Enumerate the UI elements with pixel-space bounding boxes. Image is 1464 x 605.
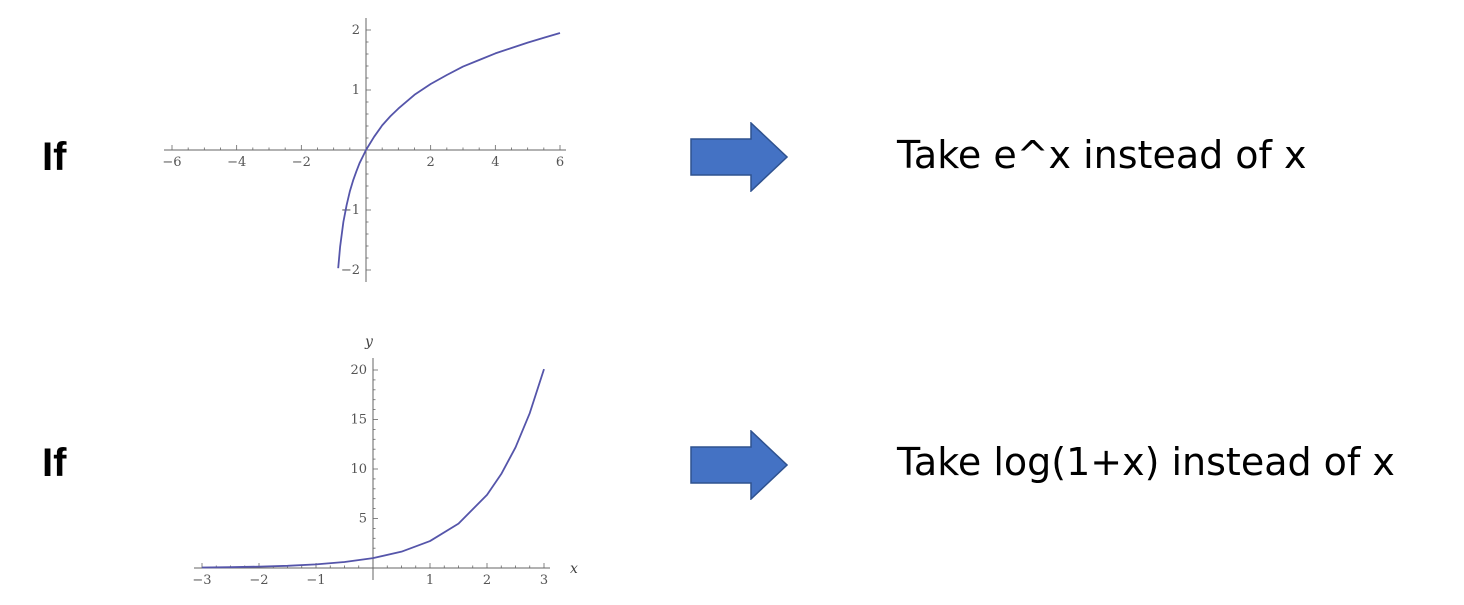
if-label-bottom: If <box>42 441 67 485</box>
x-tick-label: −1 <box>306 573 325 588</box>
y-tick-label: 2 <box>352 23 360 38</box>
right-arrow-icon <box>690 122 788 192</box>
y-tick-label: 10 <box>350 462 367 477</box>
exp-chart: −3 −2 −1 1 2 3 5 10 15 20 x y <box>192 334 578 588</box>
x-tick-label: −2 <box>249 573 268 588</box>
x-tick-label: −3 <box>192 573 211 588</box>
x-tick-label: −4 <box>227 155 246 170</box>
x-tick-label: −2 <box>292 155 311 170</box>
x-tick-label: 2 <box>427 155 435 170</box>
if-label-top: If <box>42 135 67 179</box>
series-line <box>201 368 545 569</box>
action-text-top: Take e^x instead of x <box>897 133 1307 177</box>
y-tick-label: 5 <box>359 512 367 527</box>
x-tick-label: 6 <box>556 155 564 170</box>
right-arrow-icon <box>690 430 788 500</box>
log-chart: −6 −4 −2 2 4 6−2−112 <box>162 18 566 282</box>
y-axis-title: y <box>364 334 374 350</box>
x-tick-label: −6 <box>162 155 181 170</box>
y-tick-label: 15 <box>350 413 367 428</box>
x-tick-label: 1 <box>426 573 434 588</box>
y-tick-label: −2 <box>341 263 360 278</box>
series-line <box>337 32 561 269</box>
x-tick-label: 3 <box>540 573 548 588</box>
action-text-bottom: Take log(1+x) instead of x <box>897 440 1395 484</box>
x-tick-label: 2 <box>483 573 491 588</box>
x-axis-title: x <box>570 561 578 577</box>
y-tick-label: 1 <box>352 83 360 98</box>
y-tick-label: 20 <box>350 363 367 378</box>
x-tick-label: 4 <box>491 155 499 170</box>
